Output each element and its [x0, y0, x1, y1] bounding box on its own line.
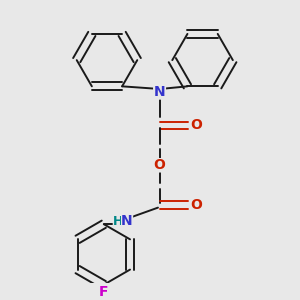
- Text: H: H: [113, 214, 123, 227]
- Text: O: O: [154, 158, 166, 172]
- Text: N: N: [121, 214, 133, 228]
- Text: O: O: [190, 198, 202, 212]
- Text: F: F: [99, 285, 109, 299]
- Text: O: O: [190, 118, 202, 132]
- Text: N: N: [154, 85, 165, 99]
